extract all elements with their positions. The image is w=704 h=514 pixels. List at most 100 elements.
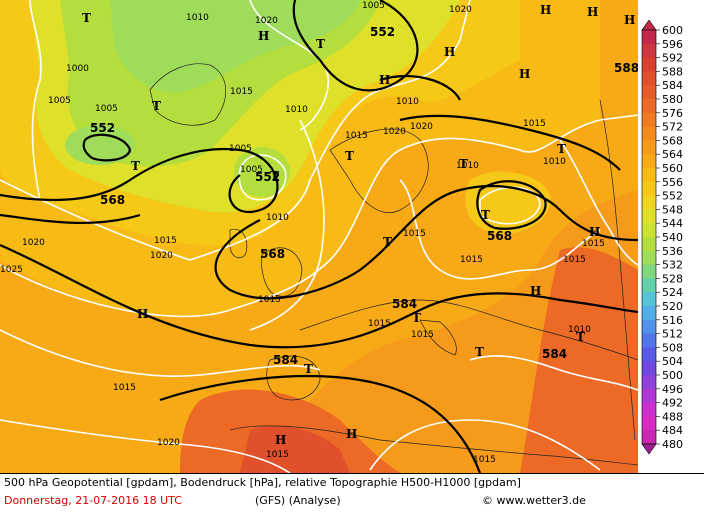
map-caption: 500 hPa Geopotential [gpdam], Bodendruck… [0,473,704,514]
geopotential-labels: 552 552 552 568 568 568 584 584 584 588 [90,25,638,367]
geo-label: 588 [614,61,638,75]
scale-swatch [642,319,656,335]
scale-swatch [642,306,656,321]
pressure-system-marker: T [345,149,354,163]
isobar-label: 1015 [266,450,289,460]
scale-swatch [642,85,656,100]
isobar-label: 1010 [186,13,209,23]
scale-label: 528 [662,272,683,285]
scale-label: 508 [662,341,683,354]
isobar-label: 1015 [230,87,253,97]
scale-swatch [642,264,656,279]
scale-label: 544 [662,217,683,230]
scale-label: 592 [662,52,683,65]
pressure-system-marker: T [152,99,161,113]
scale-label: 496 [662,383,683,396]
isobar-label: 1025 [0,265,23,275]
isobar-label: 1010 [543,157,566,167]
isobar-label: 1015 [523,119,546,129]
isobar-label: 1015 [403,229,426,239]
isobar-labels: 1010 1020 1000 1005 1005 1015 1010 1005 … [0,1,605,465]
pressure-system-marker: T [481,208,490,222]
isobar-label: 1010 [568,325,591,335]
geo-label: 584 [392,297,417,311]
pressure-system-marker: T [82,11,91,25]
scale-swatch [642,416,656,431]
scale-swatch [642,278,656,293]
scale-label: 548 [662,203,683,216]
pressure-system-marker: T [557,142,566,156]
isobar-label: 1005 [240,165,263,175]
isobar-label: 1015 [582,239,605,249]
scale-label: 552 [662,190,683,203]
isobar-label: 1015 [154,236,177,246]
scale-label: 488 [662,410,683,423]
pressure-systems: T H T H T T T T T T H H T H T T H H H H … [82,3,635,447]
pressure-system-marker: T [475,345,484,359]
scale-swatch [642,43,656,59]
isobar-label: 1020 [255,16,278,26]
pressure-system-marker: H [137,307,148,321]
scale-swatch [642,168,656,183]
scale-swatch [642,292,656,307]
pressure-system-marker: T [576,330,585,344]
scale-label: 584 [662,79,683,92]
thickness-field-580-east [520,247,638,473]
scale-swatch [642,181,656,197]
scale-swatch [642,99,656,114]
scale-arrow-top [641,20,657,31]
geo-label: 552 [90,121,115,135]
isobar-label: 1015 [411,330,434,340]
scale-label: 504 [662,355,683,368]
scale-swatch [642,71,656,86]
isobar-label: 1020 [410,122,433,132]
scale-swatch [642,223,656,238]
isobar-label: 1015 [113,383,136,393]
pressure-system-marker: H [587,5,598,19]
isobar-label: 1000 [66,64,89,74]
isobar-label: 1020 [22,238,45,248]
geo-label: 568 [100,193,125,207]
isobar-label: 1015 [368,319,391,329]
isobar-label: 1005 [95,104,118,114]
scale-label: 600 [662,24,683,37]
caption-source-link[interactable]: © www.wetter3.de [482,494,586,507]
pressure-system-marker: T [304,362,313,376]
caption-description: 500 hPa Geopotential [gpdam], Bodendruck… [4,476,521,489]
scale-label: 524 [662,286,683,299]
scale-label: 576 [662,107,683,120]
pressure-system-marker: T [412,311,421,325]
scale-label: 560 [662,162,683,175]
scale-swatch [642,347,656,362]
scale-label: 536 [662,245,683,258]
scale-swatch [642,154,656,169]
scale-swatch [642,140,656,155]
scale-swatch [642,57,656,72]
scale-label: 516 [662,314,683,327]
scale-label: 540 [662,231,683,244]
geo-label: 568 [487,229,512,243]
scale-label: 588 [662,65,683,78]
pressure-system-marker: H [624,13,635,27]
geo-label: 552 [255,170,280,184]
pressure-system-marker: H [530,284,541,298]
scale-swatch [642,195,656,210]
isobar-label: 1020 [150,251,173,261]
scale-label: 572 [662,121,683,134]
isobar-label: 1010 [456,161,479,171]
isobar-label: 1015 [473,455,496,465]
pressure-system-marker: T [270,169,279,183]
geo-label: 552 [370,25,395,39]
scale-swatch [642,250,656,266]
isobar-label: 1015 [460,255,483,265]
pressure-system-marker: H [379,73,390,87]
geo-label: 584 [542,347,567,361]
pressure-system-marker: H [589,225,600,239]
scale-label: 484 [662,424,683,437]
pressure-system-marker: H [346,427,357,441]
scale-swatch [642,361,656,376]
caption-model: (GFS) (Analyse) [255,494,341,507]
pressure-system-marker: T [131,159,140,173]
isobar-label: 1005 [362,1,385,11]
weather-map: 552 552 552 568 568 568 584 584 584 588 … [0,0,638,473]
